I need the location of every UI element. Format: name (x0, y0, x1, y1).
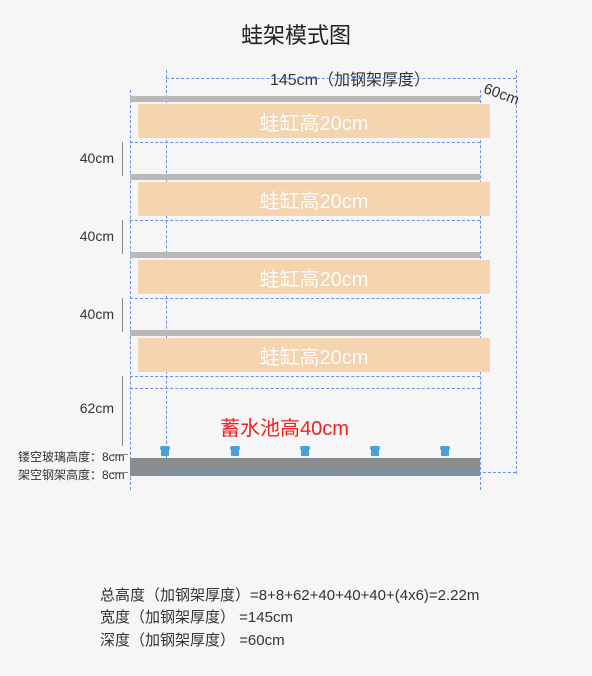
cup-icon (440, 446, 450, 458)
frog-rack-diagram: 60cm 蛙缸高20cm 蛙缸高20cm 蛙缸高20cm 蛙缸高20cm 蓄水池… (120, 88, 510, 528)
dim-brace (122, 376, 123, 446)
shelf-front-4b (130, 376, 480, 377)
shelf-back-top-1 (166, 78, 516, 79)
tank-1: 蛙缸高20cm (138, 104, 490, 138)
tank-label: 蛙缸高20cm (260, 107, 369, 136)
tank-label: 蛙缸高20cm (260, 185, 369, 214)
shelf-3 (130, 252, 480, 258)
glass-gap-bar (130, 446, 480, 458)
arrow-icon (112, 472, 128, 473)
cup-icon (300, 446, 310, 458)
tank-4: 蛙缸高20cm (138, 338, 490, 372)
glass-height-note: 镂空玻璃高度：8cm (18, 448, 125, 465)
cup-icon (370, 446, 380, 458)
back-right-edge (516, 70, 517, 474)
diagram-title: 蛙架模式图 (0, 0, 592, 50)
summary-width: 宽度（加钢架厚度） =145cm (100, 607, 479, 630)
base-back (166, 472, 516, 473)
base-frame-bar (130, 458, 480, 476)
reservoir-top (130, 388, 480, 389)
shelf-front-1b (130, 142, 480, 143)
tank-2: 蛙缸高20cm (138, 182, 490, 216)
shelf-2 (130, 174, 480, 180)
tank-3: 蛙缸高20cm (138, 260, 490, 294)
gap-label-40-2: 40cm (64, 228, 114, 244)
reservoir-label: 蓄水池高40cm (220, 412, 349, 441)
cup-icon (230, 446, 240, 458)
frame-height-note: 架空钢架高度：8cm (18, 466, 125, 483)
front-left-edge (130, 90, 131, 490)
dim-brace (122, 142, 123, 176)
shelf-front-3b (130, 298, 480, 299)
summary-block: 总高度（加钢架厚度）=8+8+62+40+40+40+(4x6)=2.22m 宽… (100, 585, 479, 653)
shelf-1 (130, 96, 480, 102)
summary-depth: 深度（加钢架厚度） =60cm (100, 630, 479, 653)
cup-icon (160, 446, 170, 458)
shelf-4 (130, 330, 480, 336)
summary-height: 总高度（加钢架厚度）=8+8+62+40+40+40+(4x6)=2.22m (100, 585, 479, 608)
arrow-icon (112, 454, 128, 455)
dim-brace (122, 298, 123, 332)
shelf-front-2b (130, 220, 480, 221)
gap-label-40-3: 40cm (64, 306, 114, 322)
dim-brace (122, 220, 123, 254)
tank-label: 蛙缸高20cm (260, 341, 369, 370)
gap-label-40-1: 40cm (64, 150, 114, 166)
tank-label: 蛙缸高20cm (260, 263, 369, 292)
gap-label-62: 62cm (64, 400, 114, 416)
